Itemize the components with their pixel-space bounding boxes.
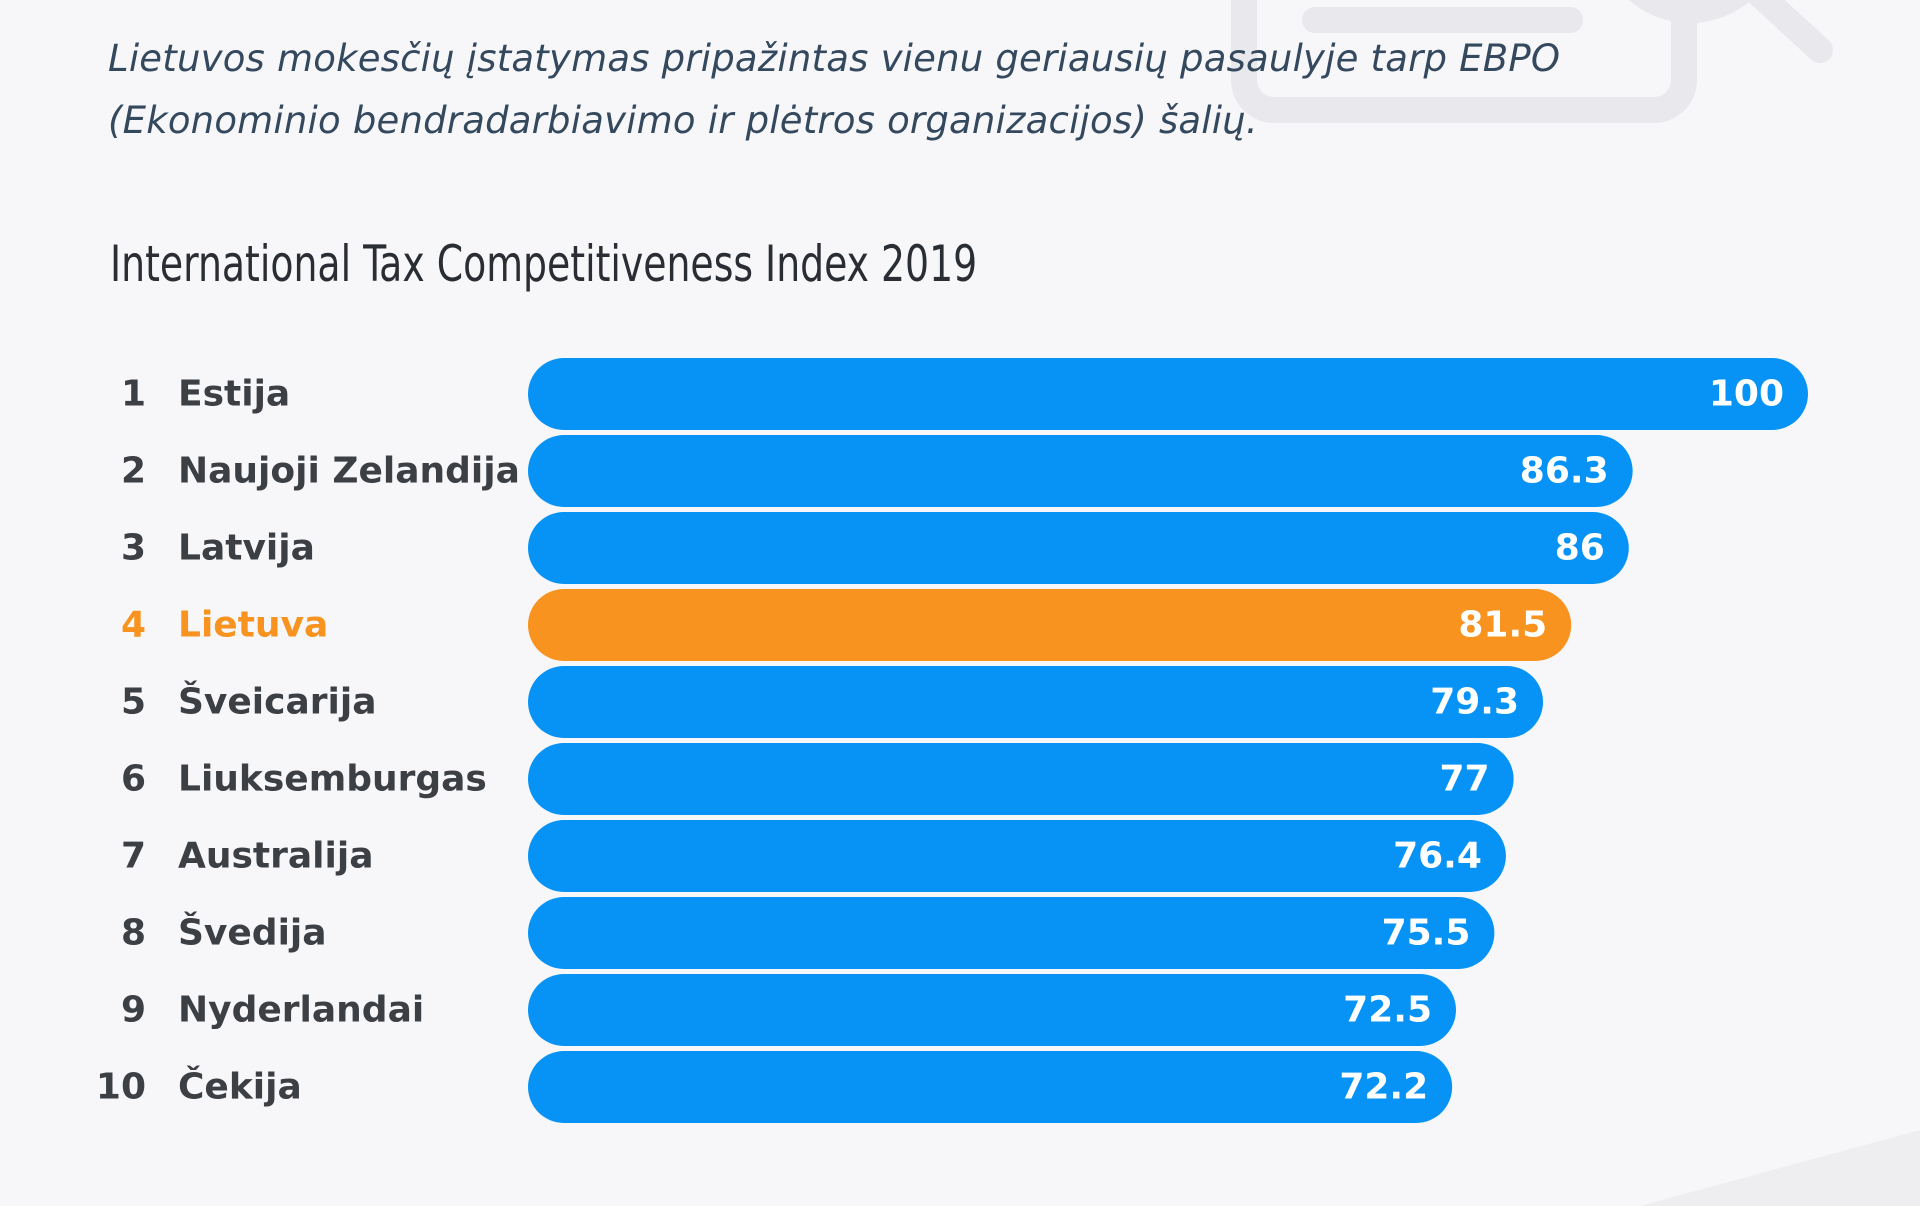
- chart-title: International Tax Competitiveness Index …: [110, 235, 978, 293]
- value-label: 75.5: [1382, 913, 1471, 954]
- rank-label: 4: [121, 605, 146, 646]
- bar-3: [528, 512, 1629, 584]
- value-label: 72.2: [1339, 1067, 1428, 1108]
- bar-10: [528, 1051, 1453, 1123]
- intro-line-1: Lietuvos mokesčių įstatymas pripažintas …: [108, 37, 1561, 80]
- value-label: 76.4: [1393, 836, 1482, 877]
- country-label: Čekija: [178, 1066, 302, 1108]
- value-label: 100: [1709, 374, 1784, 415]
- bar-6: [528, 743, 1514, 815]
- bar-7: [528, 820, 1506, 892]
- bar-1: [528, 358, 1808, 430]
- rank-label: 9: [121, 990, 146, 1031]
- rank-label: 10: [96, 1067, 146, 1108]
- country-label: Lietuva: [178, 605, 328, 646]
- rank-label: 8: [121, 913, 146, 954]
- bar-5: [528, 666, 1544, 738]
- rank-label: 3: [121, 528, 146, 569]
- country-label: Nyderlandai: [178, 990, 424, 1031]
- country-label: Šveicarija: [178, 681, 377, 723]
- country-label: Švedija: [178, 912, 327, 954]
- country-label: Naujoji Zelandija: [178, 451, 520, 492]
- value-label: 77: [1439, 759, 1489, 800]
- intro-line-2: (Ekonominio bendradarbiavimo ir plėtros …: [108, 99, 1258, 142]
- bar-9: [528, 974, 1456, 1046]
- rank-label: 2: [121, 451, 146, 492]
- bar-8: [528, 897, 1495, 969]
- rank-label: 1: [121, 374, 146, 415]
- value-label: 86.3: [1520, 451, 1609, 492]
- value-label: 81.5: [1458, 605, 1547, 646]
- bar-4: [528, 589, 1572, 661]
- country-label: Australija: [178, 836, 374, 877]
- rank-label: 7: [121, 836, 146, 877]
- country-label: Estija: [178, 374, 290, 415]
- country-label: Liuksemburgas: [178, 759, 487, 800]
- intro-text: Lietuvos mokesčių įstatymas pripažintas …: [108, 28, 1608, 152]
- rank-label: 5: [121, 682, 146, 723]
- country-label: Latvija: [178, 528, 315, 569]
- rank-label: 6: [121, 759, 146, 800]
- bar-2: [528, 435, 1633, 507]
- value-label: 72.5: [1343, 990, 1432, 1031]
- value-label: 79.3: [1430, 682, 1519, 723]
- value-label: 86: [1555, 528, 1605, 569]
